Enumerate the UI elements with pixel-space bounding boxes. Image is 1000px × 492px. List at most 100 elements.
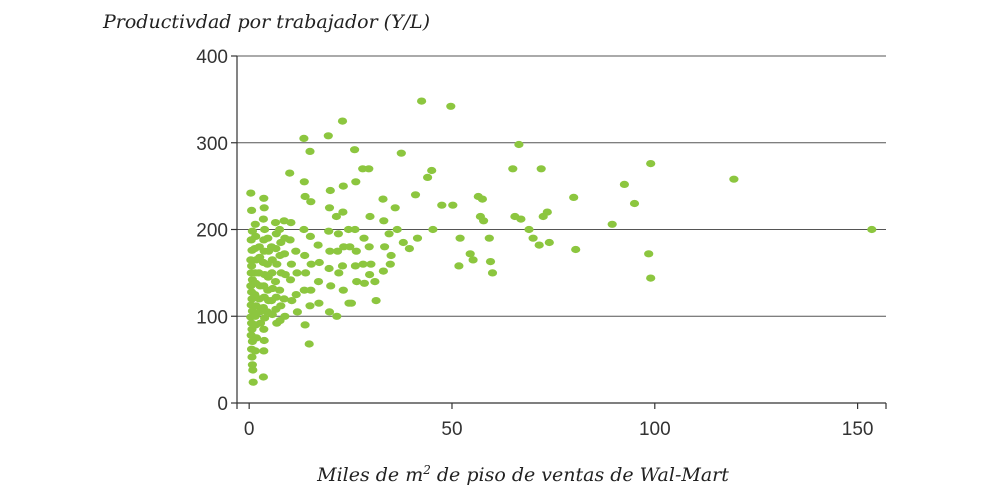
data-point-0-214 — [867, 225, 877, 234]
data-point-0-68 — [267, 269, 277, 277]
data-point-0-174 — [410, 191, 421, 199]
x-tick-label-0: 0 — [244, 419, 255, 440]
data-point-0-20 — [247, 353, 257, 361]
data-point-0-84 — [275, 286, 285, 294]
data-point-0-208 — [619, 180, 630, 188]
data-point-0-58 — [258, 373, 268, 381]
y-tick-label-400: 400 — [196, 47, 228, 68]
y-tick-label-300: 300 — [196, 134, 228, 155]
axes — [231, 55, 887, 409]
data-point-0-42 — [255, 319, 266, 327]
data-point-0-173 — [404, 245, 414, 253]
data-point-0-111 — [305, 147, 315, 155]
data-point-0-192 — [485, 258, 496, 266]
data-point-0-203 — [542, 208, 552, 216]
data-point-0-92 — [280, 312, 290, 320]
data-point-0-166 — [384, 230, 394, 238]
data-point-0-90 — [280, 271, 290, 279]
data-point-0-109 — [299, 286, 309, 294]
data-point-0-69 — [268, 284, 278, 293]
data-point-0-150 — [352, 278, 362, 286]
data-point-0-120 — [313, 278, 324, 286]
data-point-0-80 — [275, 225, 285, 234]
data-point-0-183 — [455, 234, 465, 242]
data-point-0-179 — [428, 225, 438, 234]
data-point-0-172 — [398, 238, 408, 247]
data-point-0-104 — [299, 178, 309, 186]
data-point-0-200 — [534, 241, 544, 249]
y-axis-title: Productivdad por trabajador (Y/L) — [102, 11, 430, 33]
data-point-0-131 — [333, 230, 343, 238]
data-point-0-167 — [386, 251, 396, 260]
data-point-0-125 — [324, 227, 334, 235]
data-point-0-100 — [292, 269, 302, 277]
data-point-0-116 — [305, 302, 315, 310]
data-point-0-181 — [446, 102, 456, 110]
data-point-0-132 — [333, 247, 343, 255]
data-point-0-137 — [338, 208, 348, 216]
data-point-0-210 — [646, 160, 656, 168]
data-point-0-184 — [454, 262, 464, 270]
data-point-0-185 — [465, 250, 475, 258]
data-point-0-207 — [607, 220, 617, 228]
data-point-0-54 — [260, 314, 270, 322]
data-point-0-96 — [286, 260, 296, 268]
data-point-0-186 — [468, 256, 478, 264]
x-tick-label-100: 100 — [639, 419, 671, 440]
data-point-0-198 — [524, 225, 534, 234]
data-point-0-130 — [331, 212, 341, 221]
data-point-0-134 — [332, 312, 342, 320]
gridlines — [237, 55, 886, 317]
data-point-0-103 — [299, 134, 309, 142]
data-point-0-107 — [300, 251, 310, 260]
data-point-0-44 — [259, 204, 269, 212]
data-point-0-112 — [306, 198, 316, 206]
data-point-0-56 — [259, 336, 269, 345]
data-point-0-158 — [366, 260, 376, 268]
data-point-0-162 — [378, 195, 388, 203]
data-point-0-102 — [292, 308, 302, 316]
data-point-0-169 — [390, 204, 400, 212]
x-axis-title-sup: 2 — [422, 463, 431, 477]
data-point-0-24 — [250, 220, 260, 228]
data-point-0-170 — [392, 225, 402, 234]
x-axis-title-main: Miles de m — [316, 464, 423, 486]
data-point-0-204 — [544, 238, 554, 247]
data-point-0-124 — [324, 204, 335, 212]
data-point-0-43 — [259, 194, 269, 202]
data-point-0-140 — [338, 286, 348, 294]
data-point-0-152 — [359, 234, 369, 242]
data-point-0-148 — [351, 247, 361, 255]
data-point-0-142 — [345, 243, 355, 251]
data-point-0-205 — [569, 193, 579, 201]
data-point-0-89 — [279, 250, 290, 258]
data-point-0-149 — [350, 262, 360, 270]
data-point-0-46 — [260, 225, 270, 234]
data-point-0-197 — [516, 215, 526, 223]
data-point-0-76 — [270, 278, 281, 286]
data-point-0-85 — [276, 302, 286, 310]
data-point-0-182 — [448, 201, 458, 209]
data-point-0-75 — [272, 260, 282, 268]
data-point-0-177 — [423, 173, 433, 181]
data-point-0-141 — [343, 225, 354, 234]
data-point-0-91 — [279, 295, 289, 303]
data-point-0-108 — [301, 269, 311, 277]
data-point-0-213 — [729, 175, 739, 183]
data-point-0-178 — [427, 166, 437, 175]
data-point-0-190 — [479, 217, 489, 225]
data-point-0-128 — [326, 282, 336, 290]
data-point-0-98 — [287, 297, 297, 305]
data-point-0-23 — [248, 378, 258, 386]
data-point-0-188 — [477, 195, 487, 203]
data-point-0-139 — [337, 262, 348, 270]
data-point-0-168 — [385, 260, 395, 268]
data-point-0-193 — [487, 269, 498, 277]
data-point-0-57 — [259, 347, 269, 355]
data-point-0-55 — [259, 325, 269, 333]
data-point-0-160 — [370, 278, 380, 286]
data-point-0-154 — [359, 279, 369, 287]
data-point-0-165 — [378, 267, 388, 275]
data-point-0-164 — [380, 243, 390, 251]
y-tick-label-0: 0 — [217, 394, 228, 415]
